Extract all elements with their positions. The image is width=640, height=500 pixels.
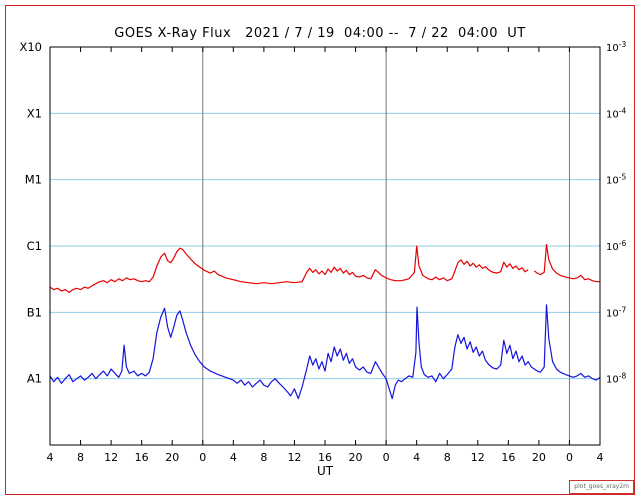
series-line-long (49, 245, 529, 293)
x-axis-title: UT (316, 464, 334, 478)
y-exponent-label: 10-7 (606, 305, 626, 319)
x-tick-label: 20 (165, 451, 179, 464)
y-class-label: B1 (27, 305, 42, 319)
y-exponent-label: 10-6 (606, 239, 626, 253)
chart-title: GOES X-Ray Flux 2021 / 7 / 19 04:00 -- 7… (114, 26, 526, 41)
y-class-label: C1 (27, 239, 42, 253)
credit-box: plot_goes_xray2m (569, 480, 634, 494)
x-tick-label: 4 (413, 451, 420, 464)
x-tick-label: 20 (532, 451, 546, 464)
x-tick-label: 12 (104, 451, 118, 464)
x-tick-label: 0 (199, 451, 206, 464)
x-tick-label: 16 (318, 451, 332, 464)
x-tick-label: 12 (471, 451, 485, 464)
series-line-short (49, 304, 601, 400)
x-tick-label: 8 (260, 451, 267, 464)
x-tick-label: 12 (287, 451, 301, 464)
y-exponent-label: 10-5 (606, 173, 626, 187)
x-tick-label: 4 (47, 451, 54, 464)
y-class-label: X10 (19, 40, 42, 54)
x-tick-label: 8 (77, 451, 84, 464)
x-tick-label: 20 (349, 451, 363, 464)
x-tick-label: 4 (230, 451, 237, 464)
x-tick-label: 16 (135, 451, 149, 464)
x-tick-label: 16 (501, 451, 515, 464)
credit-text: plot_goes_xray2m (574, 483, 629, 490)
series-line-long (533, 244, 600, 283)
y-exponent-label: 10-4 (606, 106, 626, 120)
y-exponent-label: 10-8 (606, 372, 626, 386)
x-tick-label: 0 (383, 451, 390, 464)
x-tick-label: 0 (566, 451, 573, 464)
y-class-label: X1 (27, 106, 42, 120)
y-exponent-label: 10-3 (606, 40, 626, 54)
x-tick-label: 4 (597, 451, 604, 464)
y-class-label: M1 (25, 173, 42, 187)
y-class-label: A1 (27, 372, 42, 386)
x-tick-label: 8 (444, 451, 451, 464)
